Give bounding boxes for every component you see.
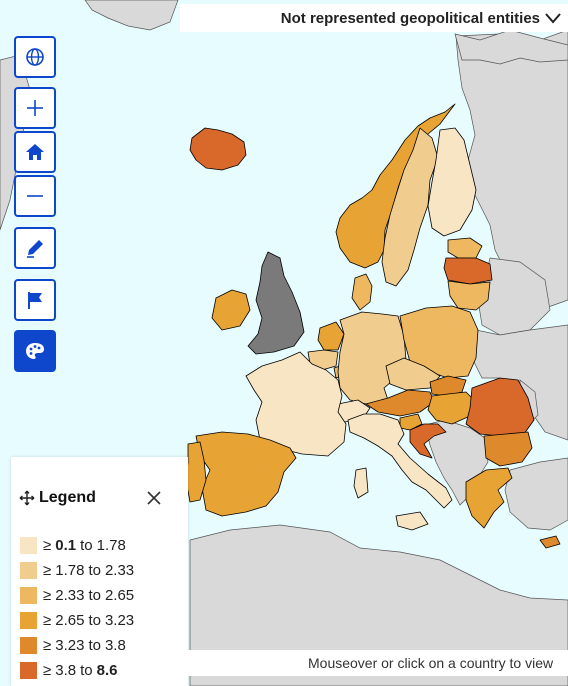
latvia-region[interactable]	[443, 257, 493, 285]
legend-item[interactable]: ≥2.65 to 3.23	[20, 612, 138, 629]
flag-button[interactable]	[14, 279, 56, 321]
legend-swatch	[20, 662, 37, 679]
lithuania-region[interactable]	[447, 280, 491, 311]
turkey-region	[504, 457, 568, 531]
bulgaria-region[interactable]	[483, 431, 533, 467]
zoom-out-button[interactable]	[14, 175, 56, 217]
estonia-region[interactable]	[447, 237, 483, 259]
close-icon[interactable]	[145, 489, 163, 507]
croatia-region[interactable]	[409, 423, 447, 459]
legend-panel: Legend ≥0.1 to 1.78 ≥1.78 to 2.33 ≥2.33 to 2.65 ≥…	[11, 457, 188, 686]
sicily-region[interactable]	[395, 511, 429, 531]
france-region[interactable]	[245, 351, 347, 457]
status-text: Mouseover or click on a country to view	[308, 655, 554, 671]
zoom-in-button[interactable]	[14, 87, 56, 129]
globe-button[interactable]	[14, 36, 56, 78]
greece-region[interactable]	[465, 467, 513, 529]
legend-prefix: ≥	[43, 662, 52, 679]
legend-to-value: 8.6	[96, 662, 118, 679]
spain-region[interactable]	[195, 431, 297, 517]
legend-from-value: 0.1	[55, 537, 77, 554]
north-africa-region	[189, 524, 568, 686]
legend-swatch	[20, 587, 37, 604]
legend-prefix: ≥	[43, 587, 52, 604]
united-kingdom-region[interactable]	[247, 251, 305, 355]
legend-item[interactable]: ≥2.33 to 2.65	[20, 587, 138, 604]
legend-to-word: to	[88, 587, 101, 604]
sardinia-region[interactable]	[353, 467, 369, 499]
legend-from-value: 1.78	[55, 562, 85, 579]
palette-icon	[26, 343, 44, 359]
legend-from-value: 2.33	[55, 587, 85, 604]
greenland-region	[84, 0, 179, 31]
legend-item[interactable]: ≥1.78 to 2.33	[20, 562, 138, 579]
legend-swatch	[20, 537, 37, 554]
legend-to-value: 2.33	[104, 562, 135, 579]
legend-header: Legend	[19, 489, 96, 507]
home-button[interactable]	[14, 131, 56, 173]
legend-title: Legend	[39, 489, 96, 506]
slovakia-region[interactable]	[429, 375, 467, 397]
edit-button[interactable]	[14, 227, 56, 269]
legend-to-word: to	[80, 662, 93, 679]
legend-from-value: 3.8	[55, 662, 77, 679]
flag-icon	[28, 292, 42, 309]
sweden-region[interactable]	[381, 127, 439, 287]
pencil-icon	[27, 240, 43, 258]
legend-prefix: ≥	[43, 562, 52, 579]
poland-region[interactable]	[399, 305, 479, 379]
legend-from-value: 2.65	[55, 612, 85, 629]
palette-button[interactable]	[14, 330, 56, 372]
geo-entities-label: Not represented geopolitical entities	[280, 9, 540, 27]
cyprus-region[interactable]	[539, 535, 561, 549]
italy-region[interactable]	[347, 413, 453, 509]
legend-prefix: ≥	[43, 612, 52, 629]
netherlands-region[interactable]	[317, 321, 345, 351]
legend-prefix: ≥	[43, 637, 52, 654]
finland-region[interactable]	[427, 127, 477, 237]
status-bar: Mouseover or click on a country to view	[188, 650, 568, 676]
iceland-region[interactable]	[189, 127, 247, 171]
plus-icon	[27, 100, 43, 116]
globe-icon	[26, 48, 44, 66]
not-represented-entities-toggle[interactable]: Not represented geopolitical entities	[180, 4, 568, 32]
legend-item[interactable]: ≥0.1 to 1.78	[20, 537, 130, 554]
legend-to-word: to	[80, 537, 93, 554]
legend-to-word: to	[88, 637, 101, 654]
ireland-region[interactable]	[211, 289, 251, 331]
move-icon[interactable]	[19, 490, 35, 506]
legend-swatch	[20, 562, 37, 579]
legend-swatch	[20, 612, 37, 629]
home-icon	[26, 144, 44, 160]
legend-swatch	[20, 637, 37, 654]
legend-to-value: 3.8	[104, 637, 126, 654]
legend-to-word: to	[88, 562, 101, 579]
chevron-down-icon	[545, 13, 561, 24]
legend-to-value: 3.23	[104, 612, 135, 629]
legend-from-value: 3.23	[55, 637, 85, 654]
legend-item[interactable]: ≥3.8 to 8.6	[20, 662, 121, 679]
denmark-region[interactable]	[351, 273, 373, 311]
legend-item[interactable]: ≥3.23 to 3.8	[20, 637, 130, 654]
legend-prefix: ≥	[43, 537, 52, 554]
legend-to-value: 2.65	[104, 587, 135, 604]
legend-to-value: 1.78	[96, 537, 126, 554]
legend-to-word: to	[88, 612, 101, 629]
germany-region[interactable]	[337, 311, 407, 405]
minus-icon	[27, 195, 43, 197]
